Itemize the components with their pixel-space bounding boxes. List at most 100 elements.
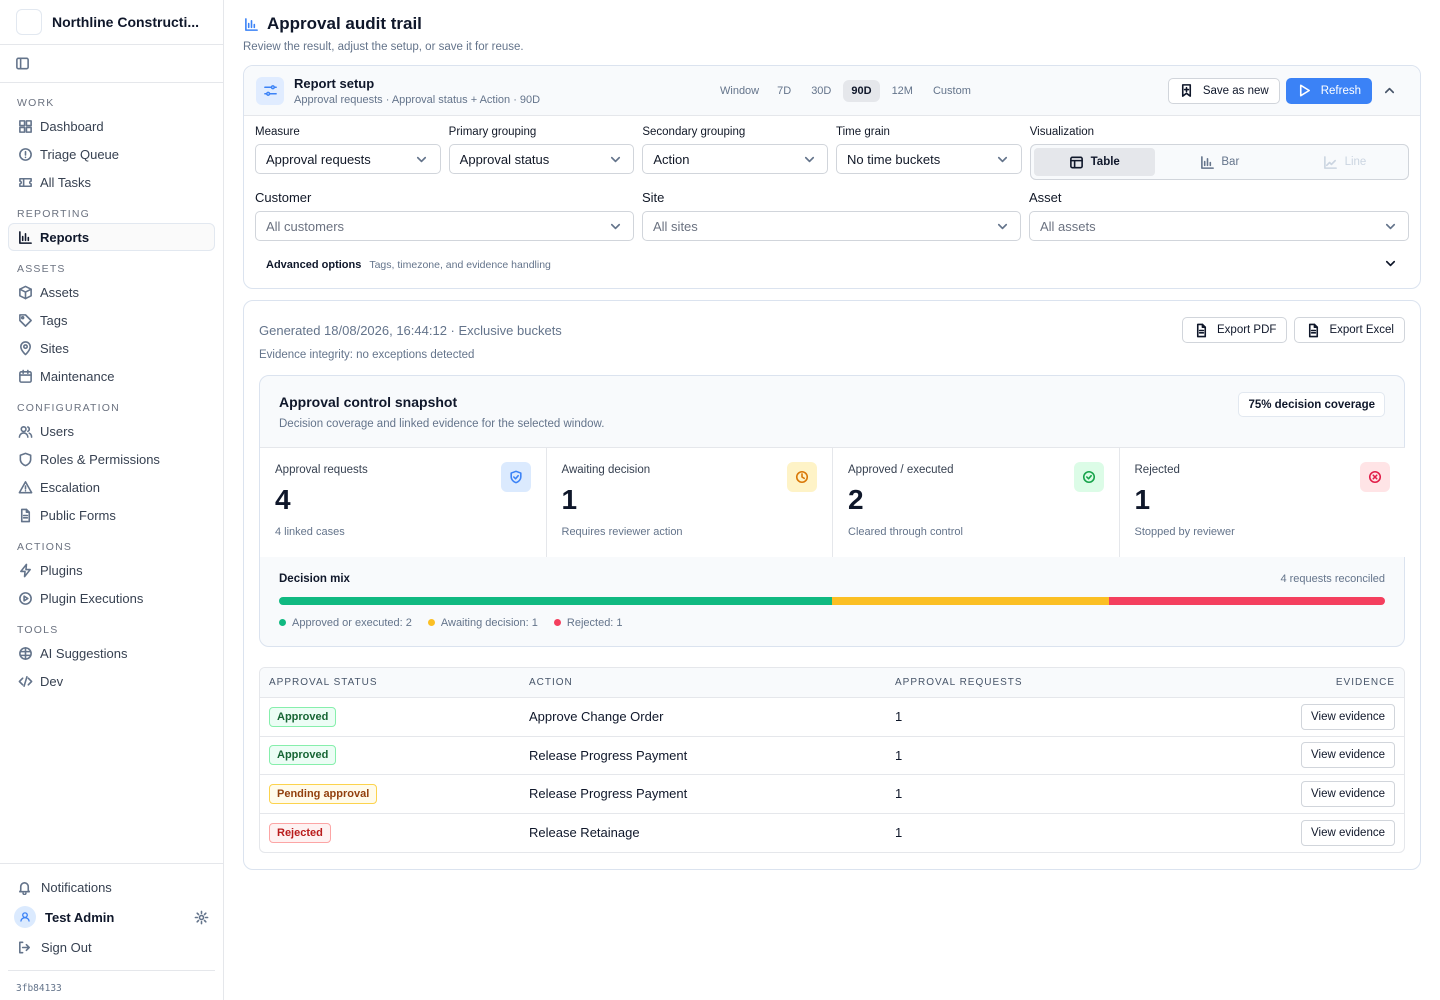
dashboard-icon: [17, 118, 33, 134]
kpi-note: Requires reviewer action: [561, 526, 683, 538]
window-option-12m[interactable]: 12M: [891, 84, 913, 97]
sidebar-item-label: Sites: [40, 340, 69, 356]
export-excel-label: Export Excel: [1329, 324, 1394, 336]
asset-select[interactable]: All assets: [1029, 211, 1409, 241]
primary-grouping-select[interactable]: Approval status: [448, 144, 635, 174]
sign-out-label: Sign Out: [41, 939, 92, 955]
sidebar-item-plugin-executions[interactable]: Plugin Executions: [8, 584, 215, 612]
secondary-grouping-select[interactable]: Action: [642, 144, 829, 174]
collapse-setup-button[interactable]: [1378, 83, 1400, 99]
measure-select[interactable]: Approval requests: [255, 144, 441, 174]
status-badge: Pending approval: [269, 783, 378, 804]
sidebar-item-reports[interactable]: Reports: [8, 223, 215, 251]
org-switcher[interactable]: Northline Constructi...: [0, 0, 223, 45]
sign-out-button[interactable]: Sign Out: [8, 932, 215, 962]
sidebar-item-ai-suggestions[interactable]: AI Suggestions: [8, 639, 215, 667]
advanced-options-toggle[interactable]: Advanced options Tags, timezone, and evid…: [244, 255, 1420, 271]
window-option-7d[interactable]: 7D: [777, 84, 792, 97]
sidebar-item-dashboard[interactable]: Dashboard: [8, 112, 215, 140]
decision-mix-legend-item: Approved or executed: 2: [279, 617, 412, 629]
avatar: [14, 906, 36, 928]
decision-mix-segment: [1108, 597, 1385, 605]
primary-grouping-value: Approval status: [459, 151, 550, 167]
sidebar-item-tags[interactable]: Tags: [8, 306, 215, 334]
export-excel-button[interactable]: Export Excel: [1294, 317, 1405, 343]
sidebar-toggle-icon[interactable]: [14, 56, 30, 72]
window-option-30d[interactable]: 30D: [811, 84, 832, 97]
page-subtitle: Review the result, adjust the setup, or …: [243, 41, 524, 53]
play-circle-icon: [17, 590, 33, 606]
kpi-note: 4 linked cases: [275, 526, 345, 538]
view-evidence-button[interactable]: View evidence: [1301, 703, 1395, 730]
main-content: Approval audit trail Review the result, …: [224, 0, 1440, 1000]
sidebar-item-label: Users: [40, 423, 74, 439]
sidebar-item-users[interactable]: Users: [8, 417, 215, 445]
viz-table-label: Table: [1090, 156, 1120, 168]
site-select[interactable]: All sites: [642, 211, 1021, 241]
window-option-90d[interactable]: 90D: [843, 79, 880, 102]
kpi-card: Approved / executed 2 Cleared through co…: [833, 448, 1120, 557]
code-icon: [17, 673, 33, 689]
sidebar-item-escalation[interactable]: Escalation: [8, 473, 215, 501]
sidebar-item-plugins[interactable]: Plugins: [8, 556, 215, 584]
sidebar-item-maintenance[interactable]: Maintenance: [8, 362, 215, 390]
approval-count-cell: 1: [895, 709, 903, 725]
evidence-integrity: Evidence integrity: no exceptions detect…: [259, 349, 475, 361]
view-evidence-button[interactable]: View evidence: [1301, 742, 1395, 769]
user-menu[interactable]: Test Admin: [8, 902, 215, 932]
sidebar-item-all-tasks[interactable]: All Tasks: [8, 168, 215, 196]
kpi-card: Approval requests 4 4 linked cases: [260, 448, 547, 557]
view-evidence-button[interactable]: View evidence: [1301, 780, 1395, 807]
org-name: Northline Constructi...: [52, 14, 199, 30]
customer-label: Customer: [255, 190, 312, 205]
viz-line-option[interactable]: Line: [1284, 148, 1405, 176]
kpi-note: Cleared through control: [848, 526, 963, 538]
legend-dot: [427, 618, 435, 626]
viz-table-option[interactable]: Table: [1033, 148, 1155, 176]
sidebar-item-public-forms[interactable]: Public Forms: [8, 501, 215, 529]
sidebar-item-label: Triage Queue: [40, 146, 120, 162]
asset-value: All assets: [1040, 218, 1096, 234]
line-chart-icon: [1323, 154, 1339, 170]
kpi-value: 1: [561, 484, 578, 515]
customer-value: All customers: [266, 218, 345, 234]
table-icon: [1069, 154, 1085, 170]
bookmark-plus-icon: [1179, 83, 1195, 99]
nav-section-title: CONFIGURATION: [17, 402, 120, 414]
table-header-cell: ACTION: [529, 677, 573, 688]
tag-icon: [17, 312, 33, 328]
export-pdf-button[interactable]: Export PDF: [1182, 317, 1288, 343]
action-cell: Approve Change Order: [529, 709, 664, 725]
brain-icon: [17, 645, 33, 661]
nav-section-title: ASSETS: [17, 263, 66, 275]
decision-mix-segment: [832, 597, 1109, 605]
sidebar-item-label: Reports: [40, 229, 90, 245]
sidebar-item-dev[interactable]: Dev: [8, 667, 215, 695]
sidebar-item-triage-queue[interactable]: Triage Queue: [8, 140, 215, 168]
alert-circle-icon: [17, 146, 33, 162]
time-grain-select[interactable]: No time buckets: [836, 144, 1022, 174]
user-name: Test Admin: [45, 909, 115, 925]
decision-mix-legend: Approved or executed: 2 Awaiting decision…: [279, 617, 623, 629]
view-evidence-button[interactable]: View evidence: [1301, 819, 1395, 846]
table-header-cell: EVIDENCE: [1335, 677, 1395, 688]
sidebar-item-sites[interactable]: Sites: [8, 334, 215, 362]
viz-bar-option[interactable]: Bar: [1159, 148, 1280, 176]
save-as-new-button[interactable]: Save as new: [1167, 77, 1280, 104]
chevron-down-icon: [801, 151, 817, 167]
window-option-custom[interactable]: Custom: [932, 84, 971, 97]
notifications-button[interactable]: Notifications: [8, 872, 215, 902]
status-badge: Approved: [269, 745, 337, 766]
sidebar-item-roles-permissions[interactable]: Roles & Permissions: [8, 445, 215, 473]
customer-select[interactable]: All customers: [255, 211, 634, 241]
kpi-value: 2: [848, 484, 864, 515]
file-text-icon: [17, 507, 33, 523]
kpi-value: 4: [275, 484, 291, 515]
site-label: Site: [642, 190, 665, 205]
sidebar-item-assets[interactable]: Assets: [8, 278, 215, 306]
sidebar-item-label: Plugins: [40, 562, 83, 578]
shield-check-icon: [500, 462, 531, 492]
sidebar: Northline Constructi... WORK Dashboard Tri…: [0, 0, 224, 1000]
refresh-button[interactable]: Refresh: [1285, 77, 1372, 104]
settings-gear-icon[interactable]: [193, 909, 209, 925]
